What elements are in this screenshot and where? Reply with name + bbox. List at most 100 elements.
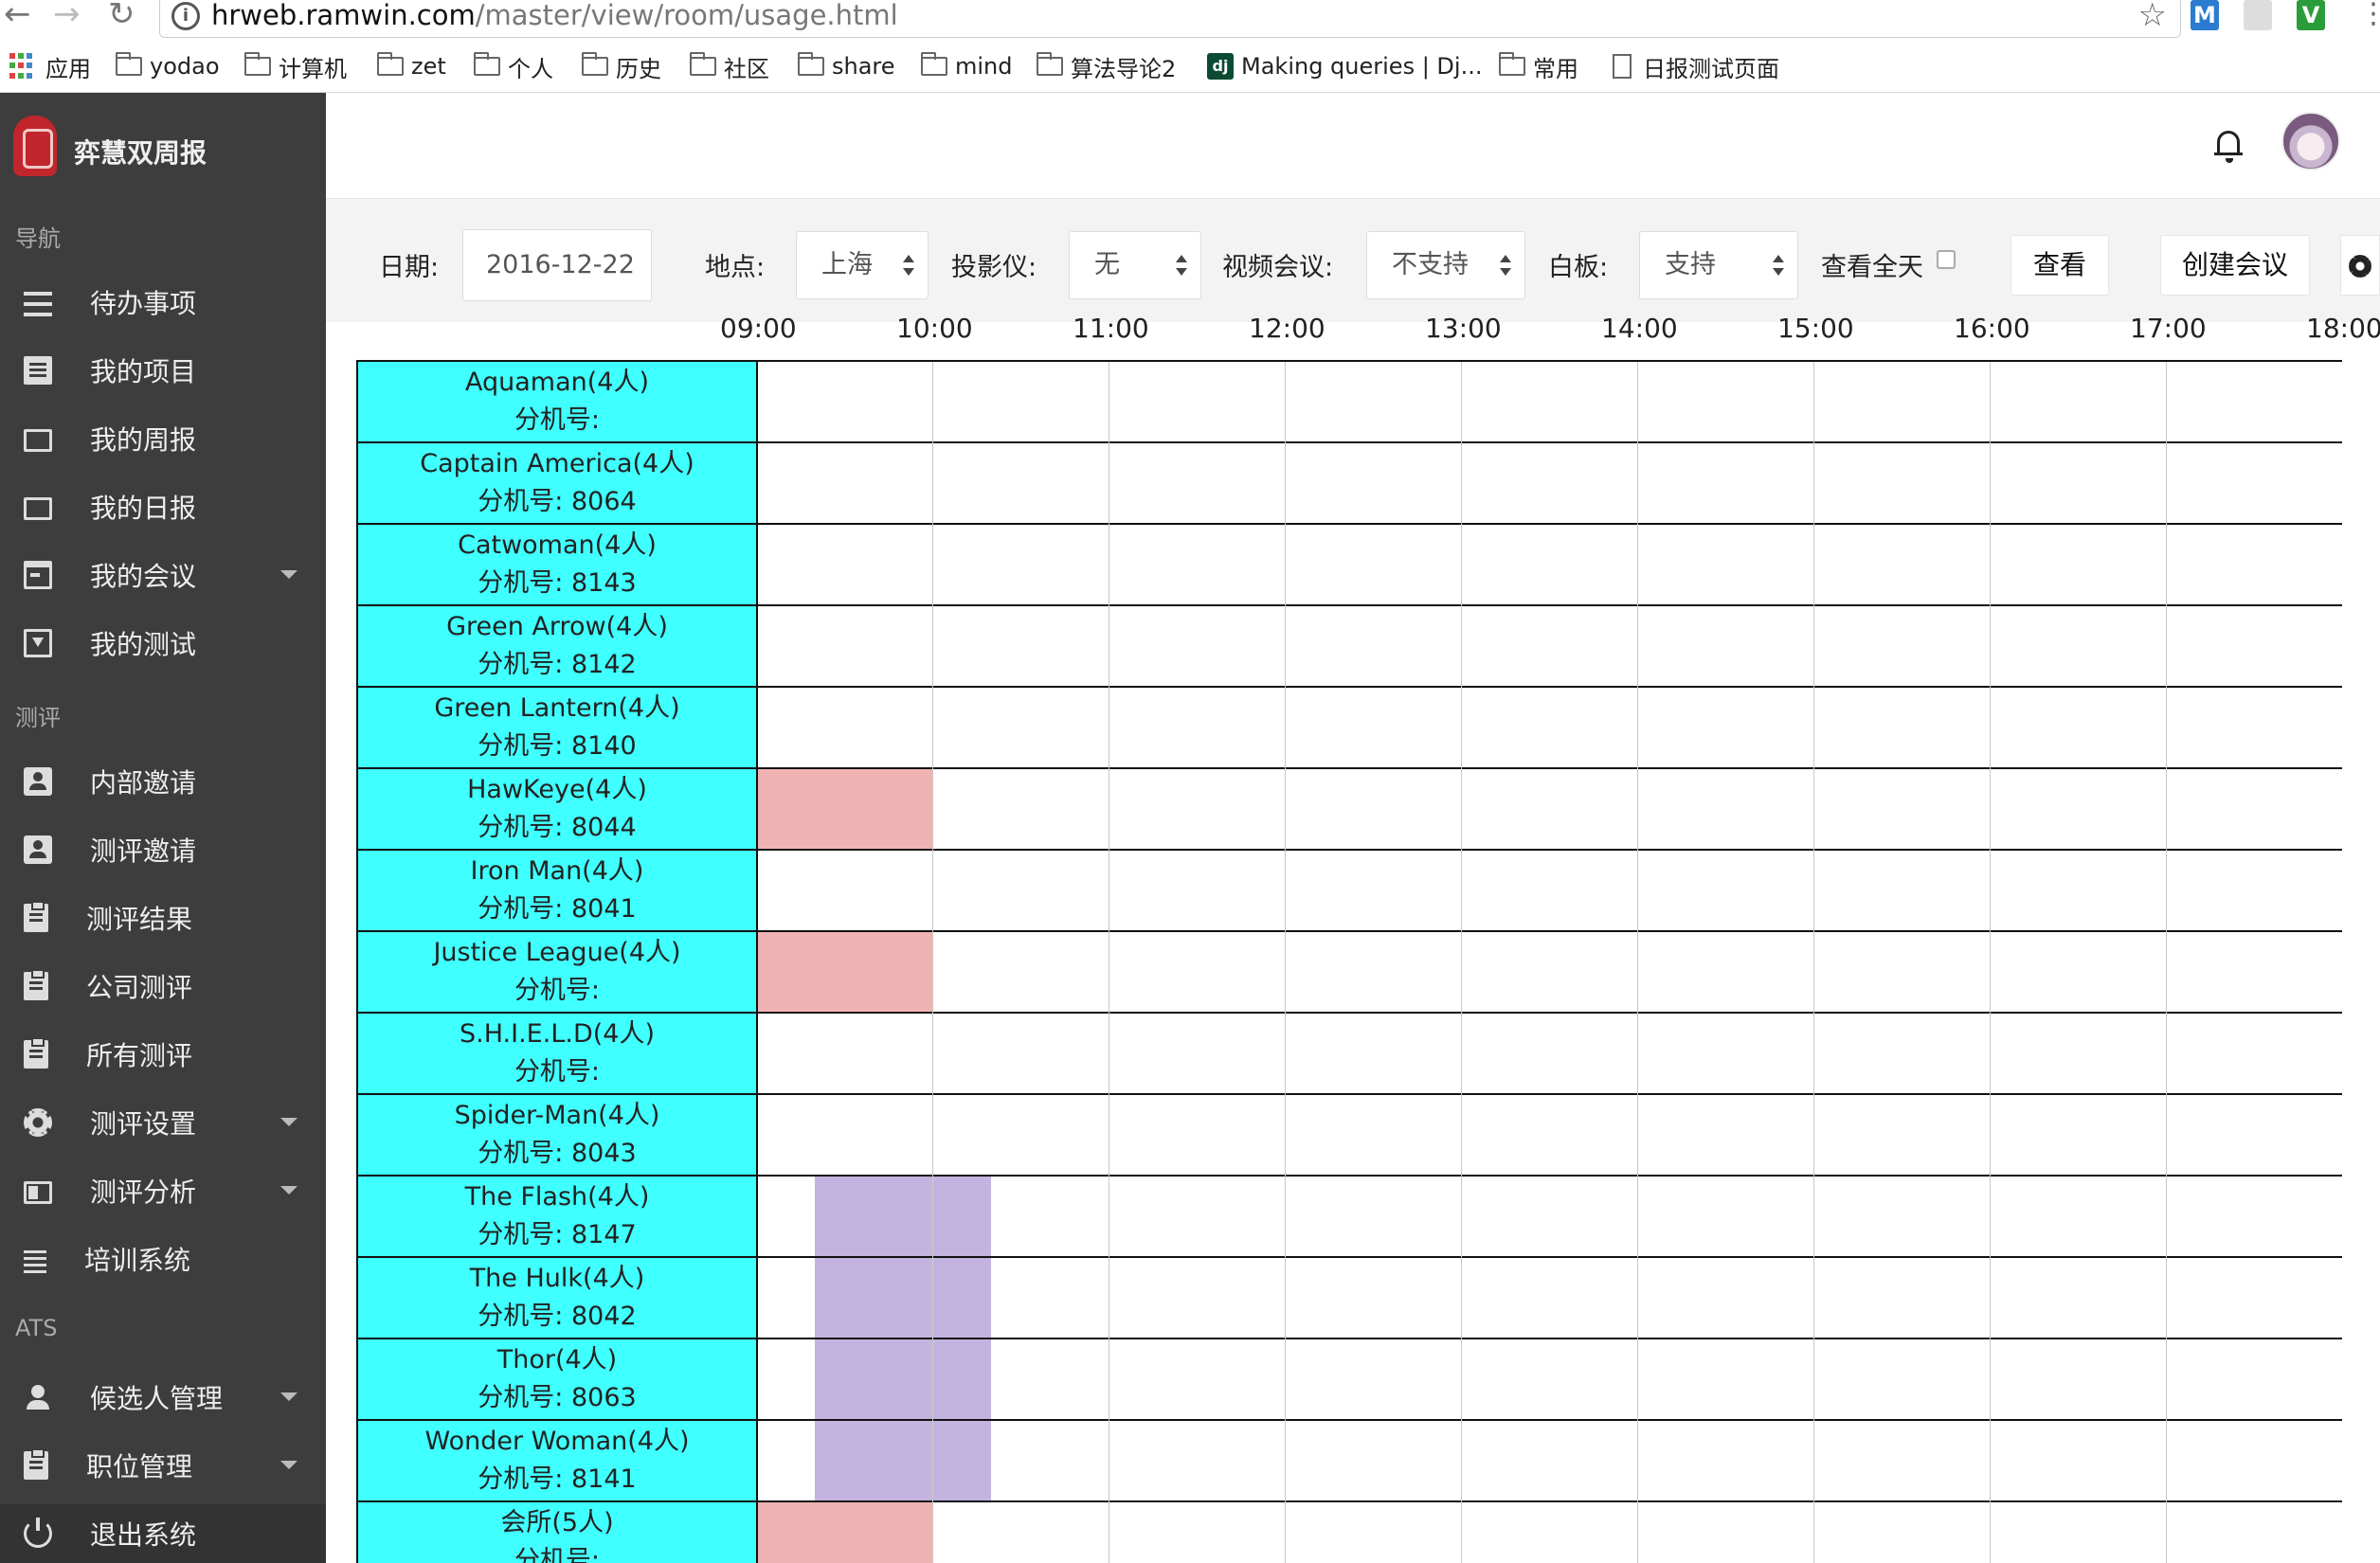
room-row[interactable]: Green Lantern(4人) 分机号: 8140 bbox=[358, 688, 2342, 769]
bookmark-label: 常用 bbox=[1533, 55, 1578, 82]
bookmark-star-icon[interactable]: ☆ bbox=[2137, 0, 2167, 34]
bookmark-apps[interactable]: 应用 bbox=[9, 47, 91, 85]
video-conf-label: 视频会议: bbox=[1222, 253, 1334, 282]
extension-m-icon[interactable]: M bbox=[2191, 0, 2219, 30]
browser-menu-icon[interactable]: ⋮ bbox=[2359, 0, 2380, 30]
bookmark-link[interactable]: dj Making queries | Dj... bbox=[1207, 47, 1482, 85]
sidebar-item-eval-analysis[interactable]: 测评分析 bbox=[0, 1161, 326, 1220]
sidebar-item-label: 测评设置 bbox=[90, 1108, 197, 1140]
booking-block[interactable] bbox=[815, 1421, 991, 1500]
booking-block[interactable] bbox=[756, 1502, 932, 1563]
room-row[interactable]: Captain America(4人) 分机号: 8064 bbox=[358, 443, 2342, 525]
sidebar-item-label: 我的周报 bbox=[90, 424, 197, 456]
room-label-cell: The Hulk(4人) 分机号: 8042 bbox=[358, 1258, 756, 1338]
bookmark-link[interactable]: 日报测试页面 bbox=[1613, 47, 1779, 85]
bookmark-label: share bbox=[832, 53, 895, 80]
folder-icon bbox=[582, 52, 608, 76]
extension-grid-icon[interactable] bbox=[2244, 0, 2272, 30]
video-conf-select[interactable]: 不支持 bbox=[1366, 231, 1525, 299]
extension-v-icon[interactable]: V bbox=[2297, 0, 2325, 30]
room-row[interactable]: Aquaman(4人) 分机号: bbox=[358, 362, 2342, 443]
bookmark-label: 算法导论2 bbox=[1071, 55, 1177, 82]
room-row[interactable]: The Flash(4人) 分机号: 8147 bbox=[358, 1177, 2342, 1258]
sidebar-item-todo[interactable]: 待办事项 bbox=[0, 273, 326, 332]
room-row[interactable]: 会所(5人) 分机号: bbox=[358, 1502, 2342, 1563]
bookmark-folder[interactable]: 社区 bbox=[690, 47, 769, 85]
room-row[interactable]: Justice League(4人) 分机号: bbox=[358, 932, 2342, 1014]
calendar-icon bbox=[24, 561, 52, 589]
sidebar-item-positions[interactable]: 职位管理 bbox=[0, 1436, 326, 1495]
search-button[interactable]: 查看 bbox=[2010, 235, 2109, 296]
sidebar-item-candidates[interactable]: 候选人管理 bbox=[0, 1368, 326, 1427]
bookmark-folder[interactable]: 个人 bbox=[474, 47, 553, 85]
document-icon bbox=[24, 356, 52, 385]
sidebar-item-eval-results[interactable]: 测评结果 bbox=[0, 889, 326, 947]
room-row[interactable]: Spider-Man(4人) 分机号: 8043 bbox=[358, 1095, 2342, 1177]
room-name: Thor(4人) bbox=[496, 1345, 618, 1374]
room-row[interactable]: Catwoman(4人) 分机号: 8143 bbox=[358, 525, 2342, 606]
booking-block[interactable] bbox=[815, 1339, 991, 1419]
room-row[interactable]: Green Arrow(4人) 分机号: 8142 bbox=[358, 606, 2342, 688]
sidebar-item-eval-settings[interactable]: 测评设置 bbox=[0, 1093, 326, 1152]
allday-checkbox[interactable] bbox=[1937, 250, 1956, 269]
avatar[interactable] bbox=[2281, 112, 2340, 171]
room-row[interactable]: HawKeye(4人) 分机号: 8044 bbox=[358, 769, 2342, 851]
sidebar-item-tests[interactable]: 我的测试 bbox=[0, 614, 326, 673]
booking-block[interactable] bbox=[815, 1177, 991, 1256]
bookmark-folder[interactable]: 计算机 bbox=[244, 47, 347, 85]
bookmark-folder[interactable]: zet bbox=[377, 47, 446, 85]
back-arrow-icon[interactable]: ← bbox=[4, 0, 31, 33]
bookmark-folder[interactable]: yodao bbox=[116, 47, 220, 85]
settings-button[interactable] bbox=[2340, 235, 2380, 296]
sidebar-item-internal-invite[interactable]: 内部邀请 bbox=[0, 752, 326, 811]
sidebar-item-weekly[interactable]: 我的周报 bbox=[0, 409, 326, 468]
bookmark-folder[interactable]: 历史 bbox=[582, 47, 661, 85]
booking-block[interactable] bbox=[815, 1258, 991, 1338]
bookmark-folder[interactable]: 算法导论2 bbox=[1037, 47, 1176, 85]
sidebar-item-logout[interactable]: 退出系统 bbox=[0, 1504, 326, 1563]
info-icon[interactable]: i bbox=[171, 2, 200, 30]
apps-icon bbox=[9, 53, 36, 80]
folder-icon bbox=[24, 497, 52, 520]
bookmark-folder[interactable]: mind bbox=[921, 47, 1013, 85]
sidebar-item-company-eval[interactable]: 公司测评 bbox=[0, 957, 326, 1015]
room-extension: 分机号: bbox=[514, 1057, 601, 1087]
select-arrows-icon bbox=[1773, 255, 1784, 278]
brand[interactable]: 弈慧双周报 bbox=[0, 93, 326, 207]
sidebar-item-meetings[interactable]: 我的会议 bbox=[0, 546, 326, 604]
room-row[interactable]: Wonder Woman(4人) 分机号: 8141 bbox=[358, 1421, 2342, 1502]
room-row[interactable]: S.H.I.E.L.D(4人) 分机号: bbox=[358, 1014, 2342, 1095]
forward-arrow-icon[interactable]: → bbox=[53, 0, 81, 33]
create-meeting-button[interactable]: 创建会议 bbox=[2160, 235, 2310, 296]
room-name: Justice League(4人) bbox=[433, 938, 681, 967]
url-text[interactable]: hrweb.ramwin.com/master/view/room/usage.… bbox=[211, 0, 898, 33]
folder-icon bbox=[1499, 52, 1525, 76]
django-icon: dj bbox=[1207, 53, 1234, 80]
bookmark-folder[interactable]: 常用 bbox=[1499, 47, 1578, 85]
sidebar-item-eval-invite[interactable]: 测评邀请 bbox=[0, 820, 326, 879]
room-row[interactable]: Iron Man(4人) 分机号: 8041 bbox=[358, 851, 2342, 932]
projector-label: 投影仪: bbox=[951, 253, 1037, 282]
room-row[interactable]: The Hulk(4人) 分机号: 8042 bbox=[358, 1258, 2342, 1339]
folder-icon bbox=[690, 52, 716, 76]
time-label: 14:00 bbox=[1601, 313, 1678, 344]
booking-block[interactable] bbox=[756, 769, 932, 849]
bookmark-folder[interactable]: share bbox=[798, 47, 895, 85]
address-bar[interactable]: i hrweb.ramwin.com/master/view/room/usag… bbox=[159, 0, 2181, 38]
sidebar-item-projects[interactable]: 我的项目 bbox=[0, 341, 326, 400]
person-icon bbox=[24, 1383, 52, 1411]
date-input[interactable]: 2016-12-22 bbox=[462, 229, 652, 301]
time-label: 13:00 bbox=[1425, 313, 1502, 344]
sidebar-item-all-eval[interactable]: 所有测评 bbox=[0, 1025, 326, 1084]
bell-icon[interactable] bbox=[2214, 131, 2243, 163]
sidebar-item-training[interactable]: 培训系统 bbox=[0, 1230, 326, 1288]
sidebar-item-daily[interactable]: 我的日报 bbox=[0, 477, 326, 536]
reload-icon[interactable]: ↻ bbox=[108, 0, 135, 33]
sidebar-item-label: 内部邀请 bbox=[90, 767, 197, 799]
bookmark-label: 社区 bbox=[724, 55, 769, 82]
location-select[interactable]: 上海 bbox=[796, 231, 929, 299]
whiteboard-select[interactable]: 支持 bbox=[1639, 231, 1798, 299]
projector-select[interactable]: 无 bbox=[1069, 231, 1201, 299]
room-row[interactable]: Thor(4人) 分机号: 8063 bbox=[358, 1339, 2342, 1421]
booking-block[interactable] bbox=[756, 932, 932, 1012]
